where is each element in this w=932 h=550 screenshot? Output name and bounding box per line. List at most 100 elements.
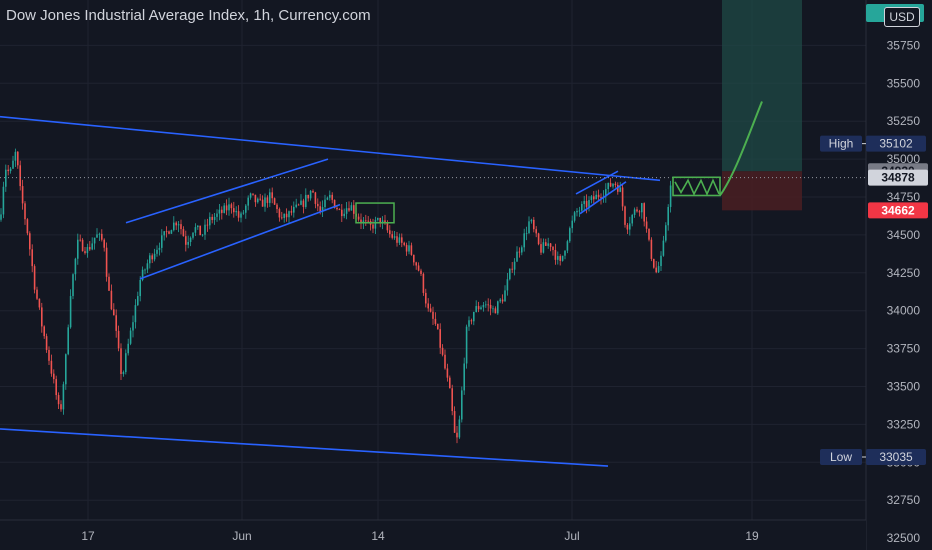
candle <box>182 226 185 237</box>
candle-body <box>149 255 151 264</box>
trendline[interactable] <box>125 158 329 224</box>
candle-body <box>420 270 422 274</box>
price-tick-label: 32750 <box>887 493 921 507</box>
candle-body <box>221 209 223 213</box>
candle-body <box>405 244 408 252</box>
candle-body <box>7 169 9 172</box>
candle <box>497 300 499 315</box>
candle <box>653 258 655 269</box>
candle-body <box>408 245 410 252</box>
candle <box>192 232 194 240</box>
candle-body <box>341 209 343 217</box>
price-axis[interactable]: 3250032750330003325033500337503400034250… <box>865 0 932 550</box>
candle-body <box>523 233 525 248</box>
trendline[interactable] <box>575 170 619 195</box>
price-tick-label: 35000 <box>887 152 921 166</box>
candle <box>19 160 21 191</box>
candle-body <box>432 311 434 319</box>
candle-body <box>158 247 161 250</box>
candle <box>607 182 609 195</box>
candle <box>655 261 657 274</box>
candle-body <box>237 211 240 218</box>
candle-body <box>499 299 501 302</box>
candle <box>417 262 420 272</box>
candle-body <box>434 318 437 324</box>
candle <box>36 286 38 301</box>
candle <box>463 357 465 395</box>
candle-body <box>122 372 125 375</box>
candle <box>662 235 665 257</box>
price-tick-label: 32500 <box>887 531 921 545</box>
candle <box>569 226 571 243</box>
candle <box>199 225 201 236</box>
candle-body <box>74 258 77 275</box>
candle <box>549 242 552 252</box>
candle-body <box>566 241 569 251</box>
consolidation-box[interactable] <box>672 176 721 197</box>
candle-body <box>633 209 636 215</box>
candle <box>141 266 144 282</box>
candle-body <box>197 225 199 228</box>
candle <box>81 238 84 252</box>
candle-body <box>295 204 297 207</box>
candle <box>21 179 24 210</box>
candle-body <box>362 220 365 224</box>
candle <box>283 213 285 223</box>
candle <box>367 216 369 223</box>
candle-body <box>26 219 29 234</box>
candle-body <box>29 233 31 250</box>
candle <box>113 303 115 316</box>
trendline[interactable] <box>139 203 341 280</box>
candle-body <box>223 205 225 213</box>
high-value-bg <box>866 135 926 152</box>
candle-body <box>233 208 235 213</box>
trendline[interactable] <box>0 115 661 182</box>
candle-body <box>485 304 487 306</box>
candle-body <box>199 225 201 236</box>
candle <box>62 381 65 415</box>
trendline[interactable] <box>579 181 627 215</box>
candle <box>439 323 441 354</box>
candle <box>343 208 345 219</box>
candle-body <box>593 196 595 200</box>
time-axis[interactable]: 17 Jun 14 Jul 19 <box>0 519 866 550</box>
candle <box>432 306 434 325</box>
candle <box>168 230 170 235</box>
candle-body <box>511 268 513 270</box>
candle <box>125 349 127 375</box>
candle <box>278 207 281 222</box>
candle <box>9 166 12 174</box>
candle-body <box>79 239 81 241</box>
candle-body <box>648 228 650 240</box>
candle <box>420 268 422 276</box>
candle <box>122 370 125 377</box>
candle-body <box>629 223 631 230</box>
candle <box>26 218 29 236</box>
candle-body <box>43 326 45 337</box>
candle <box>365 214 367 226</box>
candle-body <box>86 247 89 254</box>
currency-button[interactable]: USD <box>884 7 920 27</box>
candle-body <box>288 211 290 218</box>
candle <box>554 243 557 265</box>
candle <box>305 188 307 209</box>
candle <box>187 235 189 249</box>
candle <box>605 183 607 203</box>
projection-curve[interactable] <box>719 101 763 197</box>
candle <box>413 254 415 266</box>
candle-body <box>365 220 367 222</box>
candle-body <box>389 230 391 235</box>
candle-body <box>271 192 273 199</box>
candle-body <box>84 251 86 254</box>
candle-body <box>506 279 509 291</box>
candle-body <box>163 231 165 236</box>
candle <box>266 195 269 208</box>
candle-body <box>475 306 477 312</box>
trendline[interactable] <box>0 428 609 467</box>
candle-body <box>571 220 573 229</box>
consolidation-zigzag[interactable] <box>674 178 720 196</box>
candle <box>254 194 257 207</box>
range-box[interactable] <box>355 202 395 224</box>
stop-price-label-text: 34662 <box>881 203 915 217</box>
